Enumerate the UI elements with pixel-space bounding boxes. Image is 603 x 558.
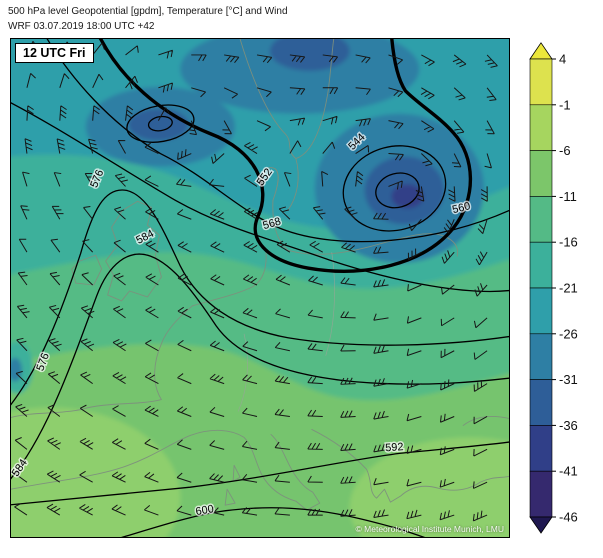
contour-line-592 xyxy=(11,441,509,506)
chart-header: 500 hPa level Geopotential [gpdm], Tempe… xyxy=(8,5,288,34)
coast-black-sea xyxy=(462,416,509,426)
colorbar-segment-3 xyxy=(529,196,553,243)
coast-denmark xyxy=(261,167,279,201)
colorbar-tick-label--26: -26 xyxy=(559,326,578,341)
contour-line-576 xyxy=(11,189,509,406)
colorbar-segment-4 xyxy=(529,241,553,289)
colorbar-arrow-up xyxy=(529,42,553,60)
colorbar-segment-7 xyxy=(529,379,553,426)
temp-cold-core-north xyxy=(269,39,350,71)
coastline-layer xyxy=(11,39,509,511)
colorbar-tick-label--21: -21 xyxy=(559,281,578,296)
coast-sweden-south xyxy=(287,158,299,211)
valid-time-label: 12 UTC Fri xyxy=(15,43,94,63)
coast-ireland xyxy=(71,254,103,286)
geopotential-contour-layer xyxy=(11,39,509,537)
colorbar-segment-2 xyxy=(529,150,553,197)
chart-title: 500 hPa level Geopotential [gpdm], Tempe… xyxy=(8,6,288,17)
colorbar-tick-label--16: -16 xyxy=(559,235,578,250)
watermark: © Meteorological Institute Munich, LMU xyxy=(355,524,504,534)
colorbar-segment-5 xyxy=(529,287,553,335)
contour-label-560: 560 xyxy=(451,200,472,216)
contour-line-560 xyxy=(46,39,509,243)
temp-cold-band-north xyxy=(180,39,420,114)
colorbar-tick-label--46: -46 xyxy=(559,510,578,525)
colorbar-segment-8 xyxy=(529,425,553,472)
contour-line-west-low-inner xyxy=(147,115,173,132)
map-panel: 544 552 560 568 576 576 584 584 592 600 12 UTC Fr… xyxy=(10,38,510,538)
country-border-2 xyxy=(325,252,335,356)
colorbar-segment-6 xyxy=(529,333,553,380)
coast-north-sea xyxy=(191,251,267,307)
colorbar-segment-1 xyxy=(529,104,553,151)
contour-line-inner-east-low xyxy=(375,172,420,209)
contour-label-600: 600 xyxy=(195,503,215,518)
temp-warm-blob-sw xyxy=(11,407,181,537)
colorbar-tick-label--31: -31 xyxy=(559,372,578,387)
colorbar-tick-label--6: -6 xyxy=(559,143,571,158)
contour-line-600 xyxy=(121,507,426,537)
coast-france-iberia xyxy=(11,305,193,418)
colorbar-tick-label-4: 4 xyxy=(559,52,566,67)
colorbar-tick-label--11: -11 xyxy=(559,189,577,204)
colorbar: 4 -1 -6 -11 -16 -21 -26 -31 -36 -41 -46 xyxy=(529,42,578,534)
colorbar-segment-0 xyxy=(529,58,553,106)
temp-warm-blob-se xyxy=(349,437,509,537)
coast-corsica xyxy=(232,464,241,482)
colorbar-arrow-down xyxy=(529,516,553,534)
colorbar-segment-9 xyxy=(529,470,553,518)
coast-adriatic-balkans xyxy=(311,428,509,503)
contour-line-552-bold xyxy=(98,39,473,273)
colorbar-tick-label--36: -36 xyxy=(559,418,578,433)
contour-line-544-closed xyxy=(342,145,447,232)
coast-mediterranean-north xyxy=(11,429,321,511)
temp-coldest-spot xyxy=(391,184,424,209)
coast-sardinia xyxy=(224,488,236,506)
chart-subtitle: WRF 03.07.2019 18:00 UTC +42 xyxy=(8,20,155,32)
coast-great-britain xyxy=(105,200,162,302)
colorbar-tick-label--41: -41 xyxy=(559,464,578,479)
contour-label-592: 592 xyxy=(385,441,404,454)
contour-line-568 xyxy=(11,102,509,293)
colorbar-tick-label--1: -1 xyxy=(559,97,571,112)
country-border-1 xyxy=(237,333,248,412)
